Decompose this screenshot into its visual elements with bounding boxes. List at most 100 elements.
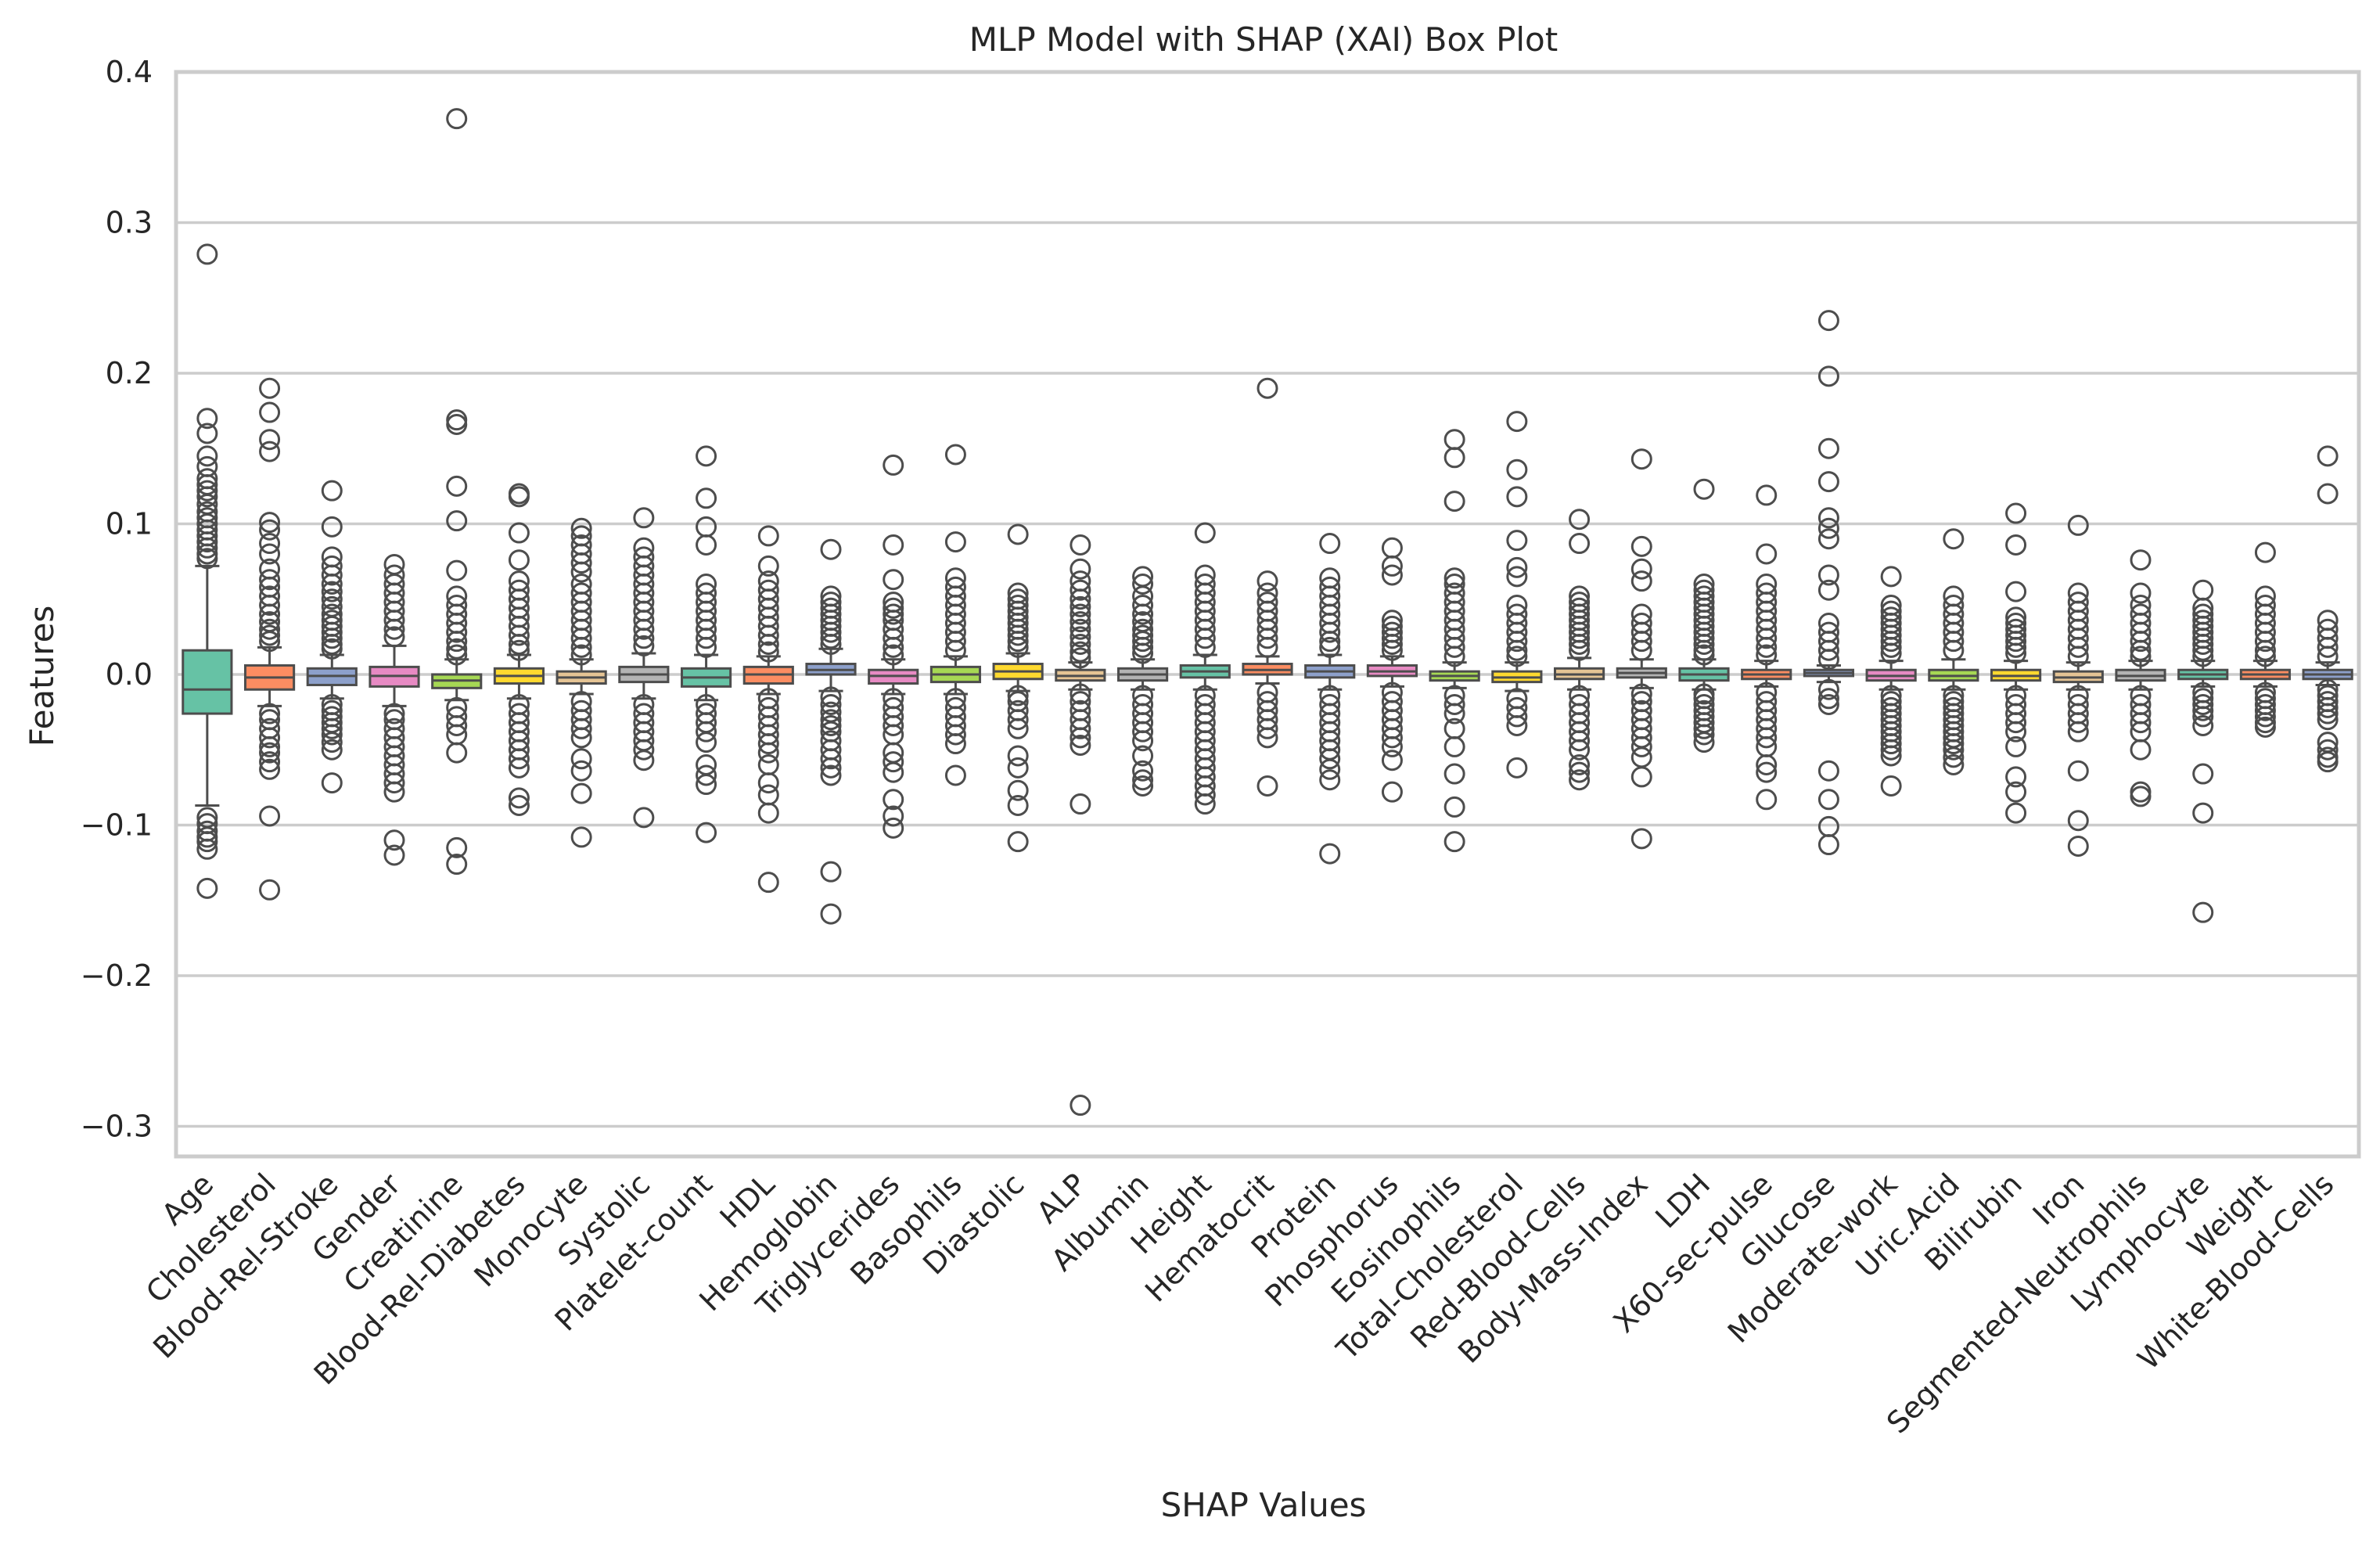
outlier-point (1880, 566, 1902, 588)
outlier-point (259, 512, 281, 534)
outlier-point (259, 805, 281, 827)
outlier-point (2254, 541, 2276, 563)
outlier-point (259, 758, 281, 780)
y-tick-label: 0.4 (106, 55, 153, 89)
outlier-point (2005, 712, 2027, 734)
box-white-blood-cells (2302, 445, 2353, 773)
outlier-point (696, 822, 717, 843)
y-tick-label: −0.3 (81, 1109, 153, 1144)
outlier-point (696, 628, 717, 649)
outlier-point (883, 761, 904, 783)
outlier-point (1880, 745, 1902, 767)
outlier-point (1070, 734, 1091, 756)
outlier-point (2067, 636, 2089, 658)
outlier-point (883, 569, 904, 591)
outlier-point (1132, 721, 1154, 743)
y-axis-label: Features (23, 606, 61, 747)
outlier-point (696, 774, 717, 796)
outlier-point (259, 543, 281, 565)
box-diastolic (992, 523, 1044, 853)
outlier-point (1506, 706, 1528, 728)
plot-area-frame (174, 70, 2361, 1159)
outlier-point (883, 751, 904, 773)
outlier-point (1756, 543, 1778, 565)
outlier-point (883, 628, 904, 649)
outlier-point (1319, 533, 1341, 555)
outlier-point (2317, 445, 2339, 467)
outlier-point (1070, 1095, 1091, 1117)
outlier-point (2005, 642, 2027, 664)
outlier-point (1943, 739, 1965, 761)
outlier-point (2192, 714, 2214, 736)
outlier-point (1319, 636, 1341, 658)
outlier-point (2317, 636, 2339, 658)
box-total-cholesterol (1491, 411, 1543, 779)
box-alp (1055, 534, 1106, 1117)
outlier-point (2192, 639, 2214, 661)
outlier-point (883, 603, 904, 625)
outlier-point (1569, 509, 1591, 530)
outlier-point (2005, 636, 2027, 658)
outlier-point (383, 618, 405, 640)
outlier-point (1506, 530, 1528, 552)
box-red-blood-cells (1553, 509, 1605, 791)
outlier-point (196, 548, 218, 570)
outlier-point (944, 631, 966, 653)
outlier-point (2254, 716, 2276, 738)
outlier-point (820, 538, 842, 560)
box-height (1179, 522, 1231, 815)
outlier-point (259, 703, 281, 725)
outlier-point (1880, 733, 1902, 755)
outlier-point (2254, 699, 2276, 721)
outlier-point (1070, 558, 1091, 580)
outlier-point (196, 537, 218, 559)
outlier-point (944, 764, 966, 786)
outlier-point (259, 377, 281, 399)
outlier-point (1381, 564, 1403, 586)
outlier-point (259, 624, 281, 646)
outlier-point (196, 838, 218, 860)
outlier-point (2005, 721, 2027, 743)
outlier-point (2254, 706, 2276, 728)
outlier-point (2317, 709, 2339, 731)
outlier-point (696, 721, 717, 743)
outlier-point (1194, 522, 1216, 544)
outlier-point (1070, 641, 1091, 663)
outlier-point (321, 739, 343, 761)
box-iqr (182, 649, 233, 715)
outlier-point (1506, 757, 1528, 779)
outlier-point (696, 636, 717, 658)
outlier-point (1070, 603, 1091, 625)
outlier-point (1007, 757, 1029, 779)
outlier-point (1070, 611, 1091, 633)
outlier-point (1443, 636, 1465, 658)
outlier-point (1381, 639, 1403, 661)
outlier-point (446, 644, 468, 666)
outlier-point (321, 574, 343, 595)
outlier-point (1943, 733, 1965, 755)
outlier-point (1443, 735, 1465, 757)
outlier-point (321, 732, 343, 753)
outlier-point (2067, 810, 2089, 832)
outlier-point (259, 441, 281, 462)
outlier-point (446, 854, 468, 876)
outlier-point (1070, 793, 1091, 815)
outlier-point (820, 694, 842, 715)
outlier-point (1756, 636, 1778, 658)
outlier-point (1569, 739, 1591, 761)
box-moderate-work (1865, 566, 1917, 797)
outlier-point (321, 772, 343, 794)
outlier-point (446, 714, 468, 736)
outlier-point (1506, 631, 1528, 653)
outlier-point (1007, 523, 1029, 545)
outlier-point (1880, 775, 1902, 797)
outlier-point (1319, 631, 1341, 653)
outlier-point (1007, 709, 1029, 731)
outlier-point (1630, 448, 1652, 470)
outlier-point (633, 807, 655, 829)
outlier-point (2317, 646, 2339, 667)
outlier-point (944, 733, 966, 755)
box-protein (1304, 533, 1356, 865)
outlier-point (259, 751, 281, 773)
outlier-point (1630, 828, 1652, 850)
